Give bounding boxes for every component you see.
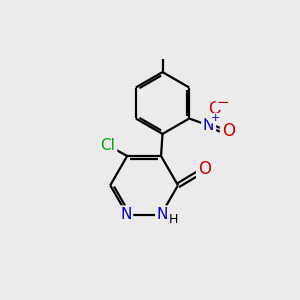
Text: Cl: Cl	[100, 138, 116, 153]
Text: N: N	[120, 207, 131, 222]
Text: O: O	[208, 100, 221, 118]
Text: +: +	[210, 113, 220, 123]
Text: N: N	[203, 118, 214, 133]
Text: O: O	[222, 122, 235, 140]
Text: N: N	[157, 207, 168, 222]
Text: H: H	[169, 214, 178, 226]
Text: −: −	[216, 94, 229, 110]
Text: O: O	[198, 160, 211, 178]
